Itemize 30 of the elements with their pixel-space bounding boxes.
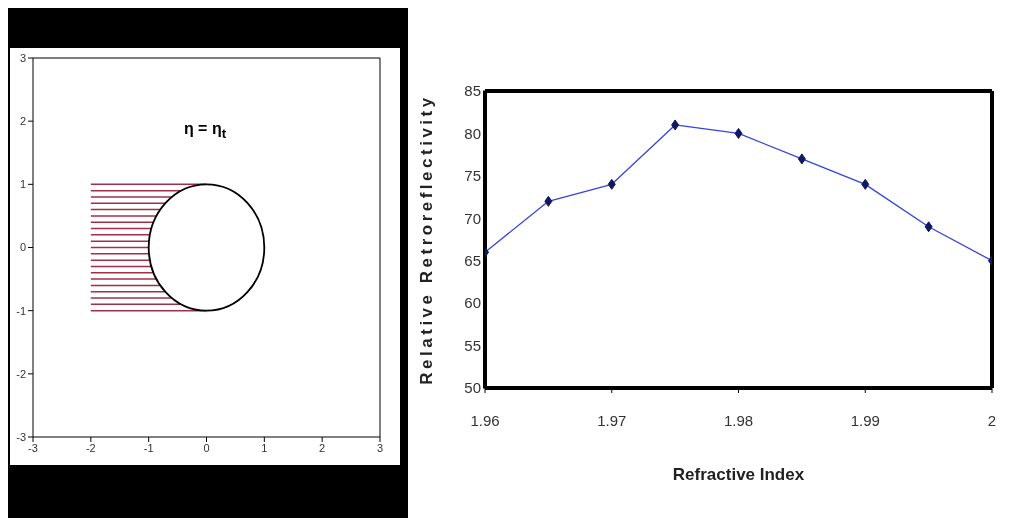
y-tick-label: -2	[16, 367, 26, 380]
y-tick-label: 85	[464, 82, 481, 100]
y-tick-label: 50	[464, 379, 481, 397]
x-tick-label: 1	[261, 441, 268, 454]
x-tick-label: 1.98	[723, 411, 754, 429]
x-tick-label: 1.96	[470, 411, 500, 429]
y-axis-title: Relative Retroreflectivity	[417, 94, 437, 385]
annotation: η = η$_{t}$	[182, 120, 228, 142]
y-tick-label: 65	[464, 252, 481, 270]
y-tick-label: 1	[19, 178, 26, 191]
x-axis-title: Refractive Index	[672, 465, 805, 484]
y-tick-label: 75	[464, 167, 481, 185]
x-tick-label: 2	[987, 411, 997, 429]
x-tick-label: 1.99	[850, 411, 880, 429]
y-tick-label: 0	[19, 241, 26, 254]
x-tick-label: -1	[143, 441, 154, 454]
y-tick-label: 70	[464, 209, 481, 227]
y-tick-label: 60	[464, 294, 481, 312]
y-tick-label: 80	[464, 124, 481, 142]
x-tick-label: 1.97	[597, 411, 627, 429]
y-tick-label: 55	[464, 336, 481, 354]
x-tick-label: -2	[85, 441, 96, 454]
y-tick-label: 2	[19, 115, 26, 128]
x-tick-label: 2	[319, 441, 326, 454]
x-tick-label: -3	[28, 441, 38, 454]
y-tick-label: -1	[16, 304, 26, 317]
y-tick-label: 3	[19, 51, 26, 64]
x-tick-label: 3	[376, 441, 384, 454]
y-tick-label: -3	[16, 430, 26, 443]
x-tick-label: 0	[203, 441, 210, 454]
